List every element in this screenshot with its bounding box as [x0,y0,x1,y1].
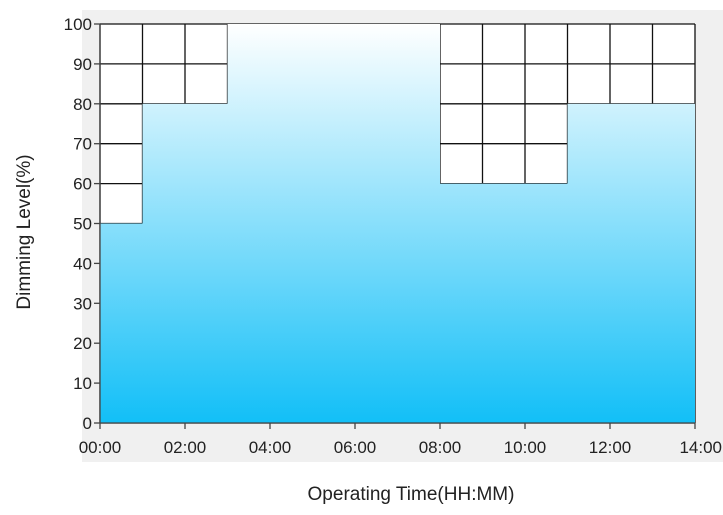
y-tick-label: 60 [73,175,92,194]
x-tick-label: 08:00 [419,438,462,457]
x-tick-label: 02:00 [164,438,207,457]
y-tick-label: 0 [83,414,92,433]
x-tick-label: 00:00 [79,438,122,457]
x-tick-label: 10:00 [504,438,547,457]
y-tick-label: 100 [64,15,92,34]
y-tick-label: 80 [73,95,92,114]
y-axis-title: Dimming Level(%) [14,154,35,309]
dimming-level-area [100,24,695,423]
y-tick-label: 50 [73,215,92,234]
x-tick-label: 14:00 [679,438,722,457]
y-tick-label: 70 [73,135,92,154]
y-tick-label: 20 [73,334,92,353]
x-tick-label: 12:00 [589,438,632,457]
x-tick-label: 04:00 [249,438,292,457]
x-axis-title: Operating Time(HH:MM) [308,484,515,505]
y-tick-label: 10 [73,374,92,393]
y-tick-label: 40 [73,254,92,273]
y-tick-label: 30 [73,294,92,313]
x-tick-label: 06:00 [334,438,377,457]
y-tick-label: 90 [73,55,92,74]
